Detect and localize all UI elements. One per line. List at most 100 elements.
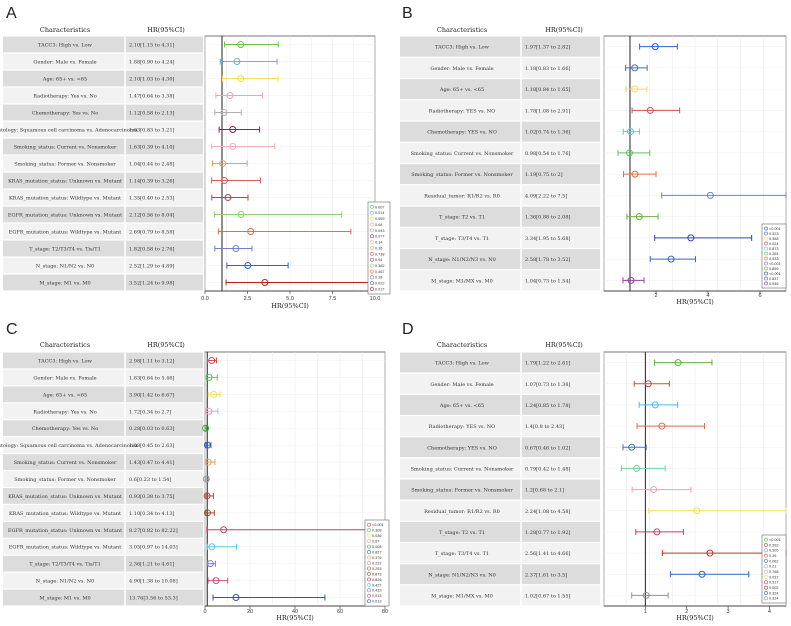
row-hr-text: 2.52[1.29 to 4.89] [129, 264, 175, 270]
column-header-hr: HR(95%CI) [545, 26, 583, 34]
hr-point [698, 570, 706, 578]
legend-marker [367, 522, 371, 527]
legend-marker [367, 593, 371, 598]
row-label: Age: 65+ vs. <65 [439, 87, 484, 93]
column-header-characteristics: Characteristics [437, 26, 487, 34]
legend-marker [370, 263, 374, 268]
row-hr-text: 3.34[1.95 to 5.68] [525, 236, 571, 242]
table-row [3, 555, 203, 572]
legend-marker [367, 528, 371, 533]
legend-item: 0.427 [372, 583, 382, 587]
table-row [400, 57, 600, 78]
legend-marker [370, 251, 374, 256]
table-row [400, 543, 600, 564]
panel-letter: A [6, 5, 17, 22]
legend-marker [367, 550, 371, 554]
row-hr-text: 1.18[0.84 to 1.65] [525, 87, 571, 93]
row-label: M_stage: M1/MX vs. M0 [431, 593, 493, 599]
legend-marker [764, 281, 768, 286]
row-label: M_stage: M1 vs. M0 [39, 281, 90, 287]
row-hr-text: 1.63[0.83 to 3.21] [129, 128, 175, 134]
row-hr-text: 1.82[0.58 to 2.76] [129, 247, 175, 253]
row-hr-text: 1.08[0.45 to 2.63] [129, 443, 175, 449]
legend-item: 0.264 [769, 252, 779, 256]
row-label: Chemotherapy: Yes vs. No [32, 426, 99, 432]
legend-item: 0.827 [372, 550, 382, 554]
row-label: N_stage: N1/N2 vs. N0 [36, 579, 94, 585]
legend-marker [367, 588, 371, 593]
table-row [3, 70, 203, 87]
row-label: Residual_tumor: R1/R2 vs. R0 [424, 193, 500, 199]
row-label: N_stage: N1/N2/N3 vs. N0 [428, 257, 496, 263]
table-row [3, 36, 203, 53]
row-hr-text: 0.6[0.23 to 1.54] [129, 477, 171, 483]
row-label: Residual_tumor: R1/R2 vs. R0 [424, 509, 500, 515]
legend-item: 0.024 [769, 242, 779, 246]
legend-marker [370, 240, 374, 245]
legend-marker [764, 261, 768, 266]
legend-marker [370, 234, 374, 239]
legend-marker [370, 216, 374, 221]
table-row [400, 36, 600, 57]
table-row [3, 352, 203, 369]
hr-point [667, 255, 675, 263]
hr-point [687, 234, 695, 242]
legend-marker [764, 543, 768, 547]
legend-item: 0.022 [375, 282, 385, 286]
row-label: Smoking_status: Current vs. Nonsmoker [14, 460, 117, 466]
hr-point [244, 262, 252, 269]
hr-point [627, 276, 635, 284]
hr-point [205, 407, 213, 415]
row-label: Radiotherapy: Yes vs. No [33, 94, 96, 100]
forest-panel-b: B Characteristics HR(95%CI) TACC3: High vs.… [400, 5, 787, 306]
legend-marker [764, 553, 768, 558]
row-hr-text: 1.72[0.34 to 2.7] [129, 409, 171, 415]
row-label: Chemotherapy: YES vs. NO [427, 130, 497, 136]
hr-point [644, 380, 652, 388]
legend-item: 0.077 [375, 235, 385, 239]
legend-marker [764, 241, 768, 246]
legend-item: 0.21 [769, 565, 776, 569]
legend-item: 0.324 [769, 597, 779, 601]
row-label: Smoking_status: Former vs. Nonsmoker [14, 162, 116, 168]
row-label: Smoking_status: Current vs. Nonsmoker [411, 466, 514, 472]
x-tick-label: 2 [654, 293, 657, 299]
hr-point [220, 109, 228, 116]
row-label: T_stage: T2 vs. T1 [439, 530, 485, 536]
hr-point [674, 359, 682, 367]
row-label: T_stage: T2/T3/T4 vs. Tis/T1 [29, 562, 101, 568]
hr-point [627, 128, 635, 136]
hr-point [650, 486, 658, 494]
row-hr-text: 13.76[3.56 to 53.3] [129, 596, 178, 602]
table-row [400, 142, 600, 163]
legend-marker [764, 585, 768, 590]
legend-item: <0.001 [769, 227, 781, 231]
table-row [3, 521, 203, 538]
legend-marker [370, 257, 374, 262]
row-label: Smoking_status: Current vs. Nonsmoker [14, 145, 117, 151]
column-header-characteristics: Characteristics [40, 26, 90, 34]
table-row [400, 352, 600, 373]
legend-item: 0.002 [769, 586, 779, 590]
row-hr-text: 1.4[0.8 to 2.43] [525, 424, 564, 430]
legend-marker [370, 269, 374, 274]
legend-marker [367, 533, 371, 538]
hr-point [635, 213, 643, 221]
table-row [400, 121, 600, 142]
legend-item: 0.014 [375, 211, 385, 215]
hr-point [651, 43, 659, 51]
hr-point [658, 422, 666, 430]
table-row [3, 87, 203, 104]
legend-marker [764, 246, 768, 251]
legend-item: <0.001 [372, 523, 384, 527]
row-hr-text: 1.83[0.64 to 5.46] [129, 375, 175, 381]
hr-point [247, 228, 255, 235]
table-row [400, 227, 600, 248]
row-label: Gender: Male vs. Female [33, 375, 96, 381]
row-hr-text: 1.2[0.68 to 2.1] [525, 488, 564, 494]
legend-marker [764, 276, 768, 281]
hr-point [224, 194, 232, 201]
row-label: Age: 65+ vs. <65 [42, 392, 87, 398]
x-tick-label: 7.5 [329, 296, 337, 302]
x-axis-title: HR(95%CI) [676, 614, 714, 622]
